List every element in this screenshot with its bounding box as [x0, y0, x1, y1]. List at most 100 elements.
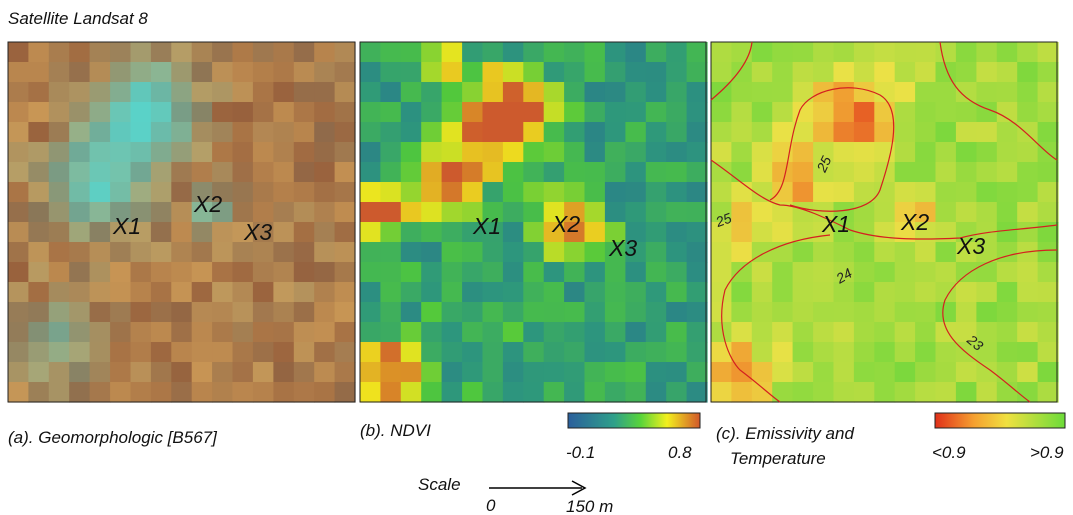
point-label: X3 — [243, 219, 272, 245]
pixel — [273, 342, 294, 363]
pixel — [273, 122, 294, 143]
pixel — [28, 62, 49, 83]
pixel — [915, 182, 936, 203]
pixel — [854, 382, 875, 403]
pixel — [772, 82, 793, 103]
pixel — [151, 342, 172, 363]
pixel — [874, 122, 895, 143]
pixel — [110, 82, 131, 103]
pixel — [772, 262, 793, 283]
pixel — [233, 42, 254, 63]
pixel — [360, 202, 381, 223]
pixel — [483, 82, 504, 103]
pixel — [503, 182, 524, 203]
pixel — [192, 122, 213, 143]
pixel — [625, 202, 646, 223]
pixel — [793, 62, 814, 83]
scale-label: Scale — [418, 475, 461, 494]
pixel — [380, 62, 401, 83]
pixel — [335, 162, 356, 183]
pixel — [666, 202, 687, 223]
pixel — [503, 322, 524, 343]
pixel — [997, 62, 1018, 83]
pixel — [605, 342, 626, 363]
pixel — [605, 42, 626, 63]
pixel — [69, 202, 90, 223]
pixel — [976, 122, 997, 143]
pixel — [687, 82, 708, 103]
pixel — [834, 342, 855, 363]
pixel — [442, 122, 463, 143]
pixel — [90, 142, 111, 163]
pixel — [936, 162, 957, 183]
pixel — [874, 362, 895, 383]
pixel — [605, 262, 626, 283]
pixel — [49, 382, 70, 403]
pixel — [49, 342, 70, 363]
pixel — [192, 302, 213, 323]
pixel — [711, 242, 732, 263]
pixel — [976, 182, 997, 203]
pixel — [997, 162, 1018, 183]
pixel — [625, 362, 646, 383]
pixel — [813, 42, 834, 63]
pixel — [380, 162, 401, 183]
pixel — [8, 322, 29, 343]
pixel — [997, 202, 1018, 223]
pixel — [273, 62, 294, 83]
pixel — [131, 262, 152, 283]
pixel — [8, 42, 29, 63]
pixel — [192, 62, 213, 83]
pixel — [544, 162, 565, 183]
pixel — [8, 382, 29, 403]
pixel — [731, 82, 752, 103]
pixel — [69, 42, 90, 63]
pixel — [131, 42, 152, 63]
pixel — [646, 82, 667, 103]
pixel — [69, 242, 90, 263]
pixel — [544, 362, 565, 383]
pixel — [793, 142, 814, 163]
pixel — [793, 182, 814, 203]
pixel — [131, 322, 152, 343]
pixel — [793, 382, 814, 403]
pixel — [28, 282, 49, 303]
pixel — [895, 102, 916, 123]
pixel — [585, 302, 606, 323]
pixel — [687, 122, 708, 143]
pixel — [28, 362, 49, 383]
pixel — [874, 302, 895, 323]
pixel — [421, 362, 442, 383]
pixel — [28, 42, 49, 63]
pixel — [421, 162, 442, 183]
pixel — [8, 142, 29, 163]
pixel — [171, 342, 192, 363]
pixel — [401, 382, 422, 403]
pixel — [585, 382, 606, 403]
pixel — [151, 262, 172, 283]
pixel — [813, 122, 834, 143]
pixel — [752, 342, 773, 363]
pixel — [294, 242, 315, 263]
pixel — [335, 302, 356, 323]
pixel — [646, 162, 667, 183]
pixel — [462, 182, 483, 203]
pixel — [192, 102, 213, 123]
pixel — [360, 142, 381, 163]
pixel — [503, 382, 524, 403]
pixel — [915, 362, 936, 383]
pixel — [380, 182, 401, 203]
pixel — [335, 382, 356, 403]
pixel — [895, 362, 916, 383]
pixel — [772, 182, 793, 203]
pixel — [8, 62, 29, 83]
pixel — [462, 42, 483, 63]
pixel — [731, 142, 752, 163]
pixel — [442, 82, 463, 103]
pixel — [976, 102, 997, 123]
pixel — [380, 42, 401, 63]
pixel — [666, 142, 687, 163]
pixel — [976, 362, 997, 383]
pixel — [110, 122, 131, 143]
pixel — [731, 222, 752, 243]
